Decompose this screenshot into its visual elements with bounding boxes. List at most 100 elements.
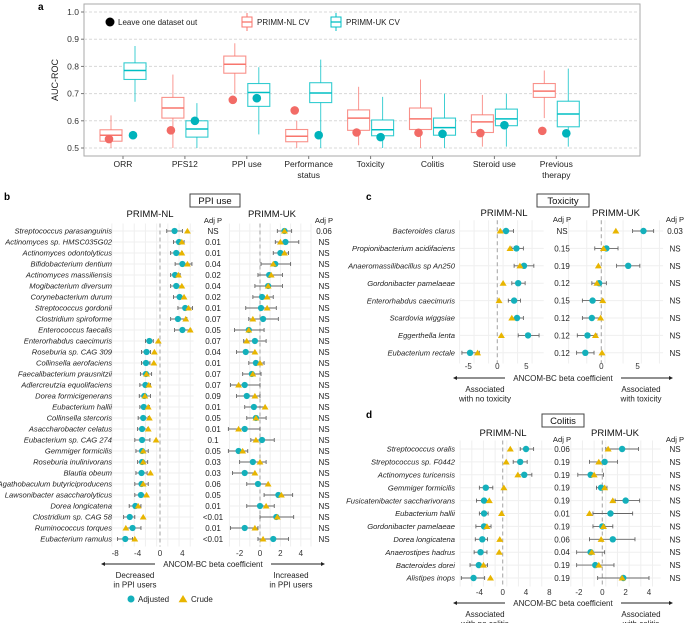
- species-label: Blautia obeum: [63, 469, 112, 478]
- adjusted-dot: [482, 484, 489, 491]
- species-label: Alistipes inops: [405, 574, 455, 583]
- crude-triangle: [500, 484, 508, 491]
- right-arrow-icon: [669, 601, 673, 605]
- adj-p-value: NS: [669, 244, 680, 253]
- cohort-header-nl: PRIMM-NL: [127, 209, 174, 220]
- adj-p-value: 0.1: [207, 436, 219, 445]
- legend-label: Leave one dataset out: [118, 18, 198, 27]
- y-tick-label: 0.8: [67, 61, 79, 71]
- direction-note-left: in PPI users: [113, 581, 156, 590]
- panel-b-forest: PPI use PRIMM-NL PRIMM-UK Adj P Adj P -8 -4 0 4 -…: [0, 193, 333, 590]
- crude-triangle: [145, 414, 153, 421]
- adj-p-header: Adj P: [553, 435, 571, 444]
- adj-p-value: NS: [318, 458, 329, 467]
- adjusted-dot: [142, 359, 150, 367]
- adj-p-value: 0.12: [554, 279, 570, 288]
- crude-triangle: [143, 491, 150, 498]
- crude-triangle: [145, 381, 153, 388]
- x-tick-label: 0: [258, 549, 263, 558]
- adj-p-value: NS: [318, 436, 329, 445]
- cohort-header-uk: PRIMM-UK: [592, 208, 641, 219]
- nl-leave-one-out-dot: [538, 126, 547, 136]
- adj-p-value: 0.07: [205, 370, 221, 379]
- x-tick-label: 4: [299, 549, 304, 558]
- adj-p-value: NS: [318, 392, 329, 401]
- panel-title-text: PPI use: [198, 196, 231, 207]
- adjusted-dot: [502, 227, 510, 235]
- adj-p-value: NS: [669, 331, 680, 340]
- adj-p-value: NS: [318, 535, 329, 544]
- crude-triangle: [256, 458, 264, 465]
- crude-triangle: [609, 497, 617, 504]
- species-row: Fusicatenibacter saccharivorans 0.19 NS: [346, 496, 680, 505]
- nl-leave-one-out-dot: [104, 134, 114, 144]
- adj-p-value: NS: [669, 497, 680, 506]
- crude-triangle: [496, 227, 504, 234]
- crude-triangle: [516, 262, 524, 269]
- category-group: PPI use: [223, 43, 271, 169]
- crude-triangle: [508, 314, 516, 321]
- x-tick-label: -4: [476, 588, 484, 597]
- x-tick-label: 0: [500, 588, 505, 597]
- adjusted-dot: [609, 536, 617, 543]
- crude-triangle: [276, 238, 284, 245]
- crude-legend-icon: [178, 595, 188, 603]
- species-label: Collinsella stercoris: [47, 414, 113, 423]
- species-row: Clostridium spiroforme 0.07 NS: [36, 315, 330, 324]
- crude-triangle: [185, 304, 192, 311]
- crude-triangle: [585, 510, 593, 517]
- adj-p-value: 0.06: [205, 480, 221, 489]
- adjusted-dot: [242, 348, 249, 356]
- adj-p-value: 0.05: [205, 447, 221, 456]
- adj-p-value: NS: [318, 502, 329, 511]
- uk-leave-one-out-dot: [500, 120, 509, 130]
- x-tick-label: therapy: [542, 170, 571, 180]
- adjusted-dot: [259, 315, 267, 323]
- crude-triangle: [506, 245, 514, 251]
- species-row: Mogibacterium diversum 0.04 NS: [29, 282, 329, 291]
- direction-note-left: Associated: [465, 610, 504, 619]
- legend-label-crude: Crude: [191, 595, 213, 604]
- adjusted-dot: [622, 497, 629, 504]
- crude-triangle: [594, 262, 602, 269]
- panel-label: b: [4, 192, 10, 203]
- x-tick-label: 5: [524, 362, 529, 371]
- crude-triangle: [263, 304, 271, 311]
- species-row: Gemmiger formicilis 0.19 NS: [388, 483, 681, 492]
- adj-p-value: 0.19: [554, 522, 570, 531]
- adj-p-value: 0.09: [205, 392, 221, 401]
- crude-triangle: [618, 574, 626, 581]
- species-label: Faecalibacterium prausnitzii: [18, 370, 112, 379]
- species-label: Eggerthella lenta: [398, 331, 455, 340]
- crude-triangle: [597, 314, 605, 321]
- adj-p-header: Adj P: [204, 216, 222, 225]
- right-arrow-icon: [669, 376, 673, 380]
- species-label: Mogibacterium diversum: [29, 282, 112, 291]
- species-label: Actinomyces odontolyticus: [22, 249, 113, 258]
- crude-triangle: [184, 260, 191, 267]
- adj-p-header: Adj P: [666, 215, 684, 224]
- species-label: Streptococcus sp. F0442: [371, 458, 456, 467]
- adjusted-dot: [601, 458, 608, 466]
- crude-triangle: [178, 238, 186, 245]
- x-tick-label: status: [297, 170, 320, 180]
- crude-triangle: [245, 326, 253, 333]
- species-row: Scardovia wiggsiae 0.12 NS: [390, 314, 681, 323]
- x-tick-label: 4: [647, 588, 652, 597]
- adj-p-value: 0.04: [205, 282, 221, 291]
- direction-note-right: Increased: [273, 571, 308, 580]
- adjusted-dot: [241, 381, 248, 389]
- crude-triangle: [251, 392, 259, 399]
- crude-triangle: [514, 471, 522, 478]
- adj-p-value: NS: [318, 491, 329, 500]
- nl-leave-one-out-dot: [290, 106, 300, 115]
- crude-triangle: [251, 348, 259, 355]
- species-row: Agathobaculum butyriciproducens 0.06 NS: [0, 480, 330, 489]
- adj-p-value: NS: [318, 249, 329, 258]
- adjusted-dot: [640, 227, 647, 235]
- nl-leave-one-out-dot: [166, 126, 176, 135]
- adj-p-value: 0.01: [205, 249, 221, 258]
- adj-p-value: NS: [318, 326, 329, 335]
- legend: Adjusted Crude: [127, 595, 213, 604]
- species-label: Anaeromassilibacillus sp An250: [347, 262, 456, 271]
